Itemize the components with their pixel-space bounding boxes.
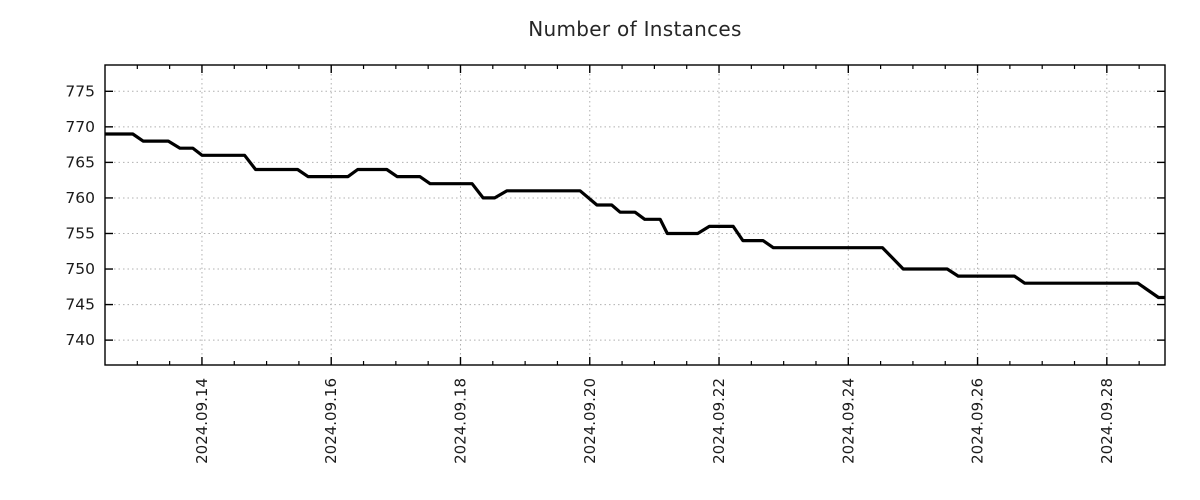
chart-title: Number of Instances xyxy=(528,17,742,41)
y-tick-label: 740 xyxy=(65,331,95,349)
x-tick-label: 2024.09.14 xyxy=(193,378,211,464)
y-tick-label: 770 xyxy=(65,118,95,136)
y-tick-label: 745 xyxy=(65,296,95,314)
plot-border xyxy=(104,64,1166,366)
x-tick-label: 2024.09.20 xyxy=(581,378,599,464)
y-tick-label: 760 xyxy=(65,189,95,207)
x-tick-label: 2024.09.16 xyxy=(322,378,340,464)
y-tick-label: 775 xyxy=(65,82,95,100)
x-tick-label: 2024.09.26 xyxy=(969,378,987,464)
x-tick-label: 2024.09.22 xyxy=(710,378,728,464)
data-line-instances xyxy=(105,132,1165,300)
y-tick-label: 755 xyxy=(65,224,95,242)
y-tick-label: 765 xyxy=(65,153,95,171)
x-tick-label: 2024.09.18 xyxy=(451,378,469,464)
x-tick-label: 2024.09.28 xyxy=(1098,378,1116,464)
y-tick-label: 750 xyxy=(65,260,95,278)
x-tick-label: 2024.09.24 xyxy=(839,378,857,464)
